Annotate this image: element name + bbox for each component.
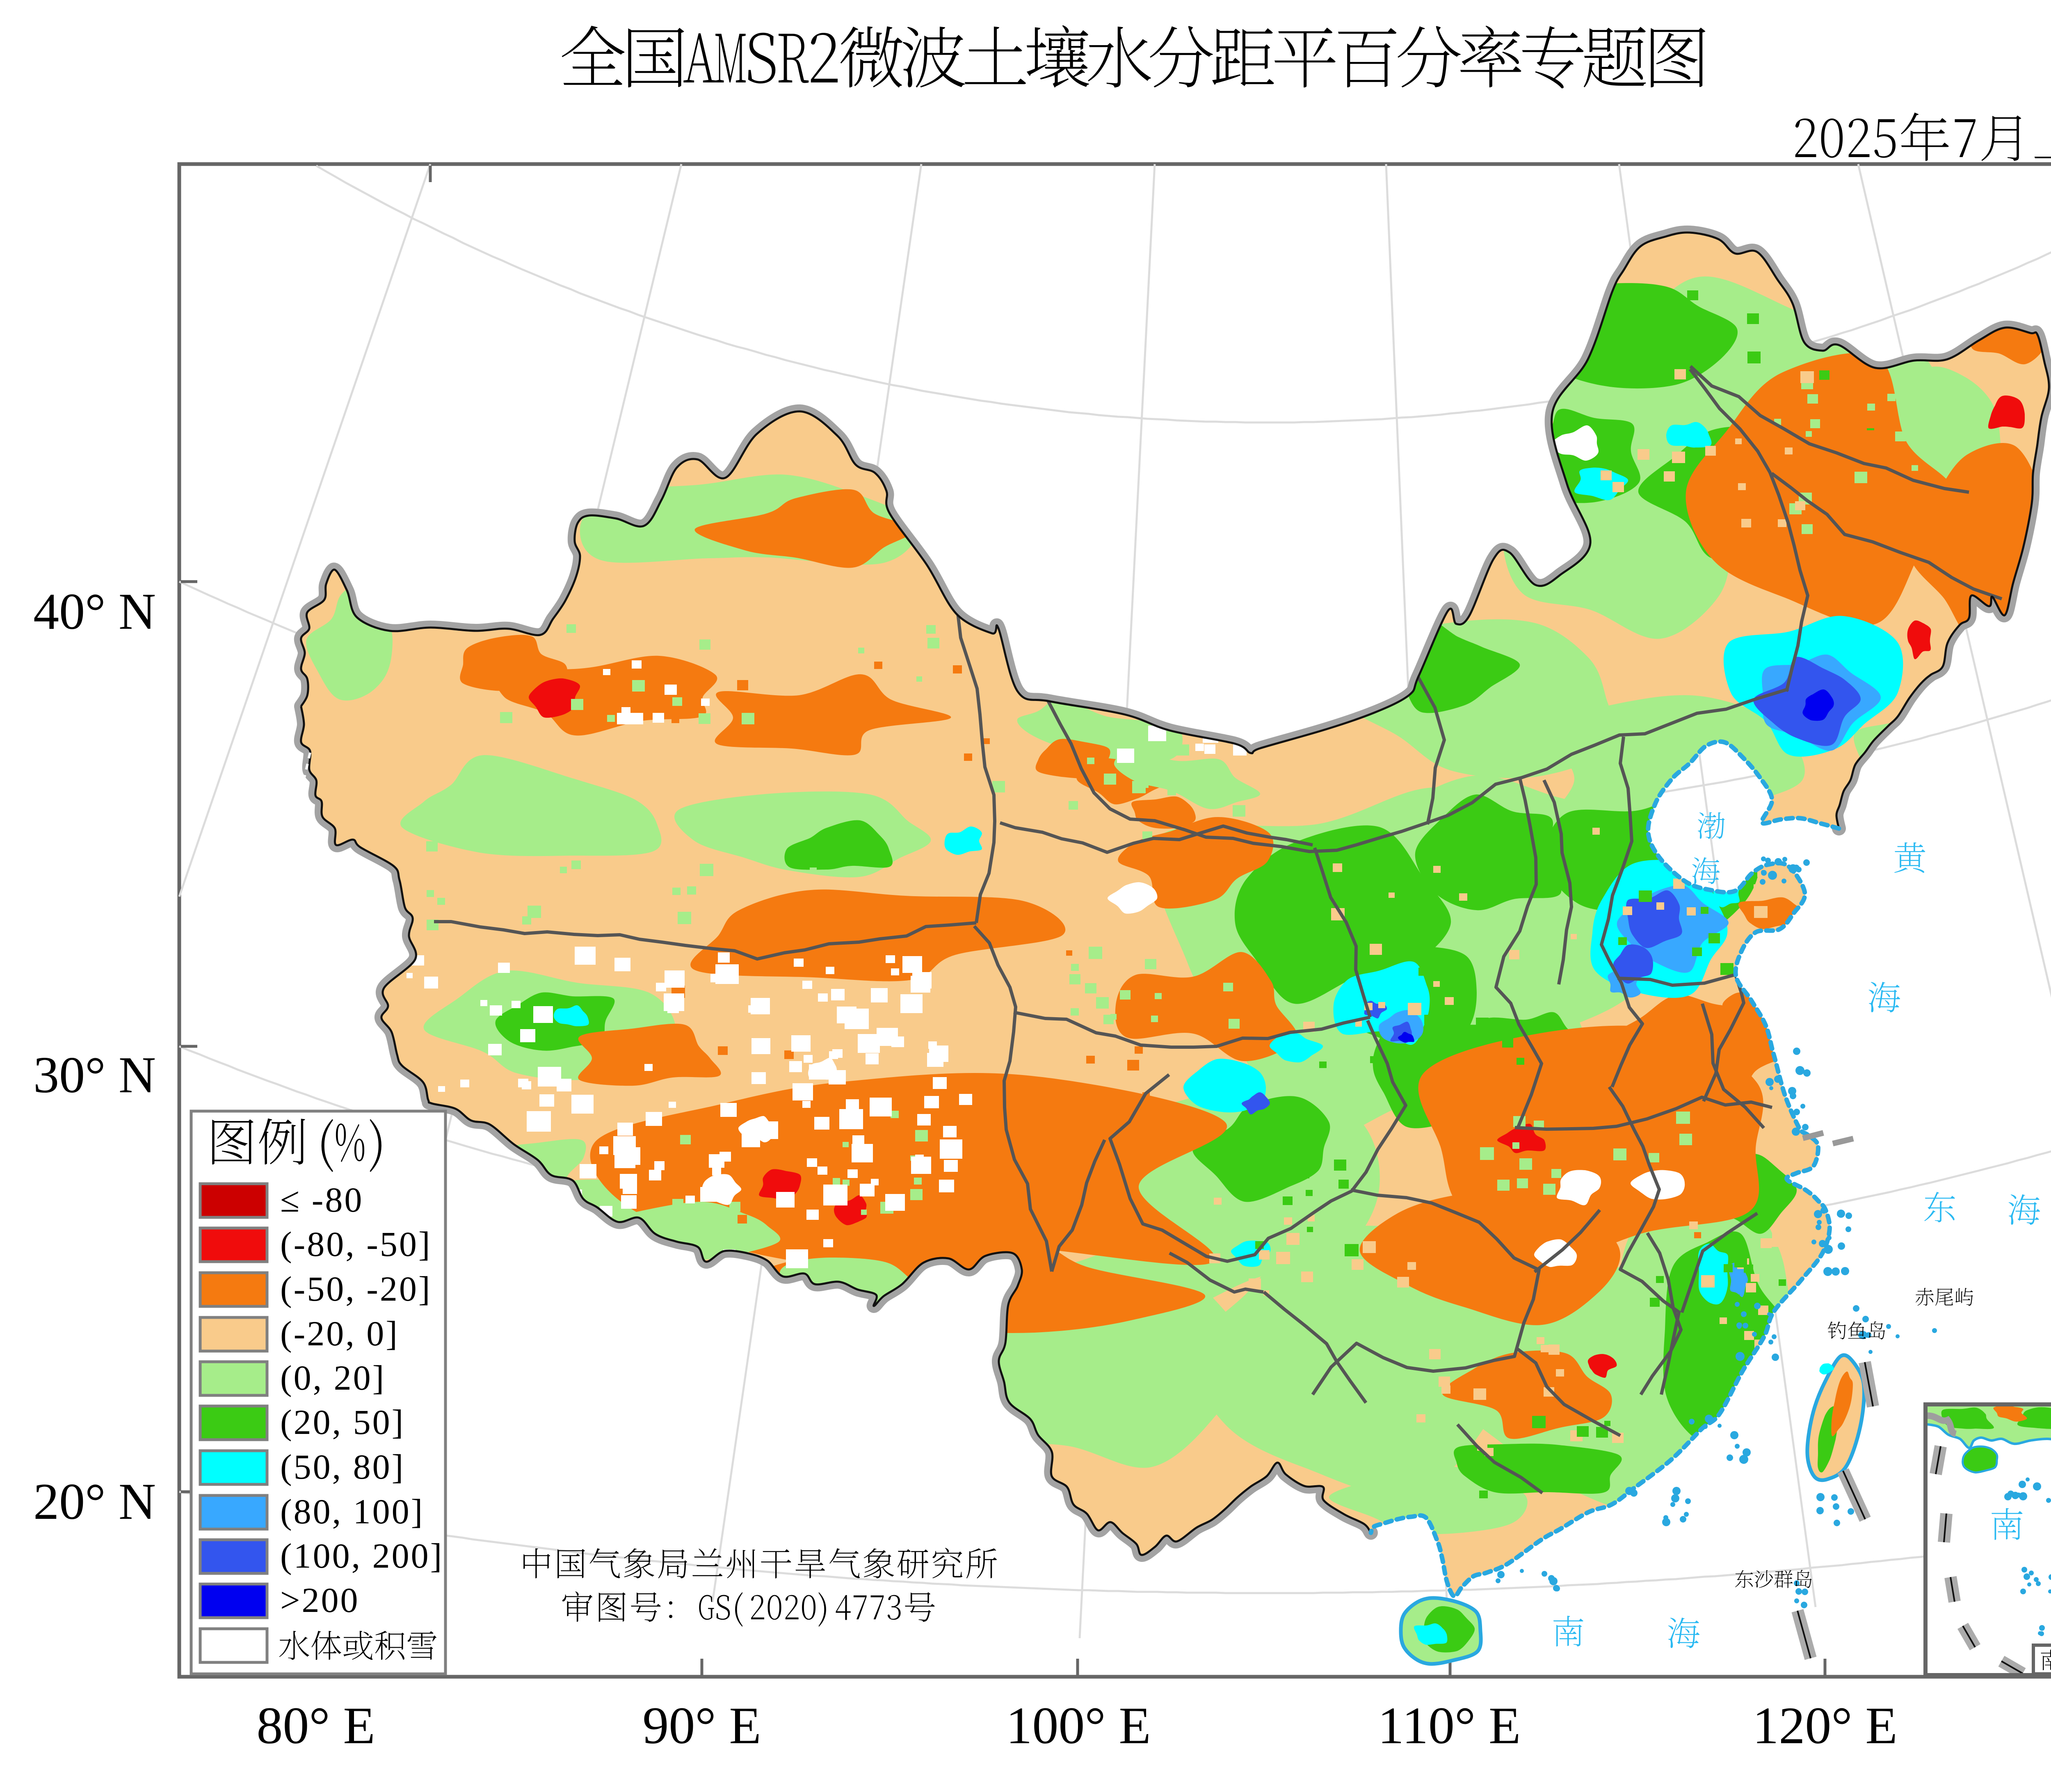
svg-text:80° E: 80° E (256, 1696, 375, 1755)
svg-text:(80, 100]: (80, 100] (280, 1492, 424, 1531)
svg-text:20° N: 20° N (33, 1473, 156, 1530)
svg-text:120° E: 120° E (1752, 1696, 1897, 1755)
svg-text:100° E: 100° E (1006, 1696, 1151, 1755)
svg-text:90° E: 90° E (642, 1696, 761, 1755)
svg-text:>200: >200 (280, 1580, 360, 1620)
svg-text:(50, 80]: (50, 80] (280, 1447, 405, 1486)
svg-text:(-80, -50]: (-80, -50] (280, 1224, 432, 1264)
svg-text:(100, 200]: (100, 200] (280, 1536, 443, 1575)
svg-text:≤ -80: ≤ -80 (280, 1180, 363, 1219)
svg-text:30° N: 30° N (33, 1047, 156, 1104)
svg-text:110° E: 110° E (1378, 1696, 1521, 1755)
svg-text:(20, 50]: (20, 50] (280, 1402, 405, 1442)
svg-text:(-20, 0]: (-20, 0] (280, 1314, 399, 1353)
svg-text:(-50, -20]: (-50, -20] (280, 1269, 432, 1308)
svg-text:(0, 20]: (0, 20] (280, 1358, 386, 1397)
svg-text:40° N: 40° N (33, 583, 156, 640)
